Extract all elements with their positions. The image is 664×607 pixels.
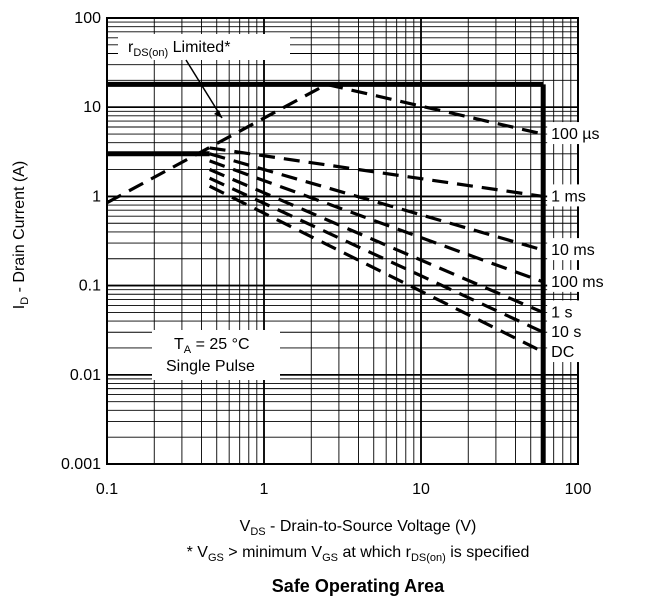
series-label: 10 ms bbox=[551, 242, 595, 259]
x-tick-label: 1 bbox=[260, 481, 269, 498]
series-labels: 100 µs 1 ms 10 ms 100 ms 1 s 10 s DC bbox=[547, 122, 626, 363]
series-label-bg bbox=[547, 122, 626, 145]
condition-line2: Single Pulse bbox=[166, 358, 255, 375]
series-label-bg bbox=[547, 320, 626, 343]
x-tick-label: 10 bbox=[412, 481, 430, 498]
y-tick-label: 10 bbox=[83, 99, 101, 116]
series-line-100-µs bbox=[106, 82, 544, 205]
x-tick-label: 100 bbox=[565, 481, 592, 498]
y-tick-label: 1 bbox=[92, 188, 101, 205]
condition-annotation-bg bbox=[152, 330, 280, 380]
series-label: 1 s bbox=[551, 304, 572, 321]
series-line-1-ms bbox=[209, 146, 544, 198]
series-label: 100 ms bbox=[551, 274, 603, 291]
series-label: DC bbox=[551, 344, 574, 361]
series-line-100-ms bbox=[209, 159, 544, 284]
series-line-10-ms bbox=[209, 152, 544, 252]
series-line-10-s bbox=[208, 176, 544, 334]
series-label-bg bbox=[547, 238, 626, 261]
series-label-bg bbox=[547, 184, 626, 207]
chart-title: Safe Operating Area bbox=[272, 576, 445, 596]
y-tick-label: 0.01 bbox=[70, 367, 101, 384]
series-label-bg bbox=[547, 340, 626, 363]
x-tick-label: 0.1 bbox=[96, 481, 118, 498]
series-lines bbox=[106, 81, 546, 464]
series-label: 100 µs bbox=[551, 126, 599, 143]
y-tick-label: 100 bbox=[74, 10, 101, 27]
footnote: * VGS > minimum VGS at which rDS(on) is … bbox=[187, 544, 530, 564]
limit-annotation: rDS(on) Limited* bbox=[128, 39, 230, 59]
tick-labels: 0.1 1 10 100 0.001 0.01 0.1 1 10 100 bbox=[61, 10, 591, 498]
series-label: 1 ms bbox=[551, 188, 586, 205]
y-axis-label: ID - Drain Current (A) bbox=[11, 161, 31, 309]
condition-line1: TA = 25 °C bbox=[174, 336, 250, 356]
limit-annotation-arrow bbox=[185, 59, 223, 119]
series-label: 10 s bbox=[551, 324, 581, 341]
y-tick-label: 0.001 bbox=[61, 456, 101, 473]
limit-annotation-bg bbox=[118, 34, 290, 60]
x-axis-label: VDS - Drain-to-Source Voltage (V) bbox=[240, 518, 477, 538]
series-line-DC bbox=[208, 184, 544, 354]
y-tick-label: 0.1 bbox=[79, 278, 101, 295]
series-line-1-s bbox=[208, 168, 544, 314]
series-label-bg bbox=[547, 300, 626, 323]
limit-annotation-arrowhead bbox=[214, 110, 222, 118]
series-label-bg bbox=[547, 269, 626, 292]
